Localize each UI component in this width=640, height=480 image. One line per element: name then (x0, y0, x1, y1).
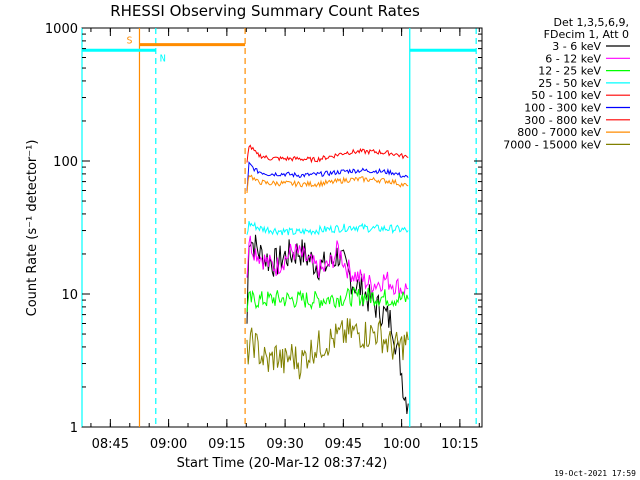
legend-header: FDecim 1, Att 0 (544, 28, 629, 41)
legend-entry-label: 6 - 12 keV (545, 52, 601, 65)
chart-title: RHESSI Observing Summary Count Rates (110, 2, 420, 20)
legend-entry-label: 25 - 50 keV (538, 77, 601, 90)
legend-entry-label: 7000 - 15000 keV (503, 138, 601, 151)
mode-bar-label: N (160, 53, 166, 64)
y-tick-label: 10 (61, 288, 78, 303)
series-line (246, 235, 409, 298)
plot-frame (81, 27, 483, 428)
series-line (246, 144, 409, 164)
legend-entry-label: 100 - 300 keV (524, 102, 601, 115)
series-line (246, 286, 409, 312)
y-tick-label: 100 (53, 155, 78, 170)
x-tick-label: 09:45 (325, 437, 362, 452)
footer-timestamp: 19-Oct-2021 17:59 (554, 469, 636, 478)
series-line (246, 318, 409, 380)
series-line (246, 220, 409, 236)
legend-header: Det 1,3,5,6,9, (553, 16, 629, 29)
x-axis: 08:45 09:00 09:15 09:30 09:45 10:00 10:15 (90, 28, 480, 452)
legend-entry-label: 300 - 800 keV (524, 114, 601, 127)
x-tick-label: 10:15 (441, 437, 478, 452)
mode-bars: SN (82, 36, 477, 64)
y-tick-label: 1000 (45, 22, 78, 37)
x-tick-label: 09:00 (150, 437, 187, 452)
x-tick-label: 10:00 (383, 437, 420, 452)
x-tick-label: 08:45 (92, 437, 129, 452)
y-tick-label: 1 (70, 421, 78, 436)
series-line (246, 174, 409, 194)
marker-lines (81, 28, 477, 427)
x-axis-label: Start Time (20-Mar-12 08:37:42) (177, 456, 388, 471)
legend-entry-label: 800 - 7000 keV (517, 126, 601, 139)
y-axis-label: Count Rate (s⁻¹ detector⁻¹) (25, 140, 40, 317)
legend-entry-label: 3 - 6 keV (552, 40, 601, 53)
x-tick-label: 09:30 (266, 437, 303, 452)
legend-entry-label: 12 - 25 keV (538, 65, 601, 78)
mode-bar-label: S (126, 36, 132, 47)
legend-entry-label: 50 - 100 keV (531, 89, 601, 102)
series-line (246, 161, 409, 192)
x-tick-label: 09:15 (208, 437, 245, 452)
series-lines (246, 144, 409, 415)
legend: Det 1,3,5,6,9,FDecim 1, Att 03 - 6 keV6 … (503, 16, 630, 151)
y-axis: 1 10 100 1000 (45, 22, 482, 436)
series-line (246, 234, 409, 415)
